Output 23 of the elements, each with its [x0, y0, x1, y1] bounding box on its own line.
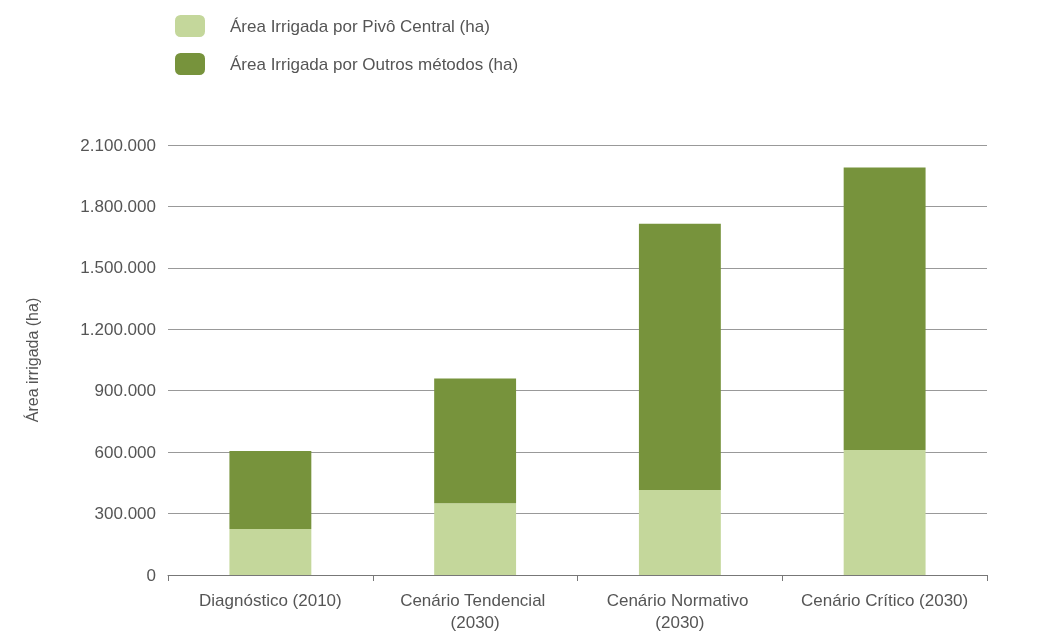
- bar: [229, 451, 312, 529]
- bar: [434, 378, 517, 504]
- y-tick-label: 300.000: [94, 504, 156, 524]
- y-tick-label: 600.000: [94, 442, 156, 462]
- bar: [843, 167, 926, 451]
- x-tick-label: Cenário Normativo (2030): [606, 590, 754, 632]
- y-tick-label: 0: [146, 565, 156, 585]
- x-tick-label: Cenário Tendencial (2030): [400, 590, 551, 632]
- y-axis-title: Área irrigada (ha): [22, 297, 41, 423]
- bar: [638, 223, 721, 491]
- bar: [638, 490, 721, 575]
- bar: [843, 450, 926, 575]
- y-tick-label: 2.100.000: [80, 135, 156, 155]
- x-tick-label: Cenário Crítico (2030): [801, 590, 969, 610]
- legend-label: Área Irrigada por Pivô Central (ha): [230, 16, 490, 36]
- bar: [229, 528, 312, 575]
- y-tick-label: 1.500.000: [80, 258, 156, 278]
- legend-label: Área Irrigada por Outros métodos (ha): [230, 54, 519, 74]
- y-tick-label: 1.200.000: [80, 319, 156, 339]
- bar: [434, 503, 517, 575]
- x-tick-label: Diagnóstico (2010): [199, 590, 342, 610]
- y-tick-label: 1.800.000: [80, 196, 156, 216]
- y-tick-label: 900.000: [94, 381, 156, 401]
